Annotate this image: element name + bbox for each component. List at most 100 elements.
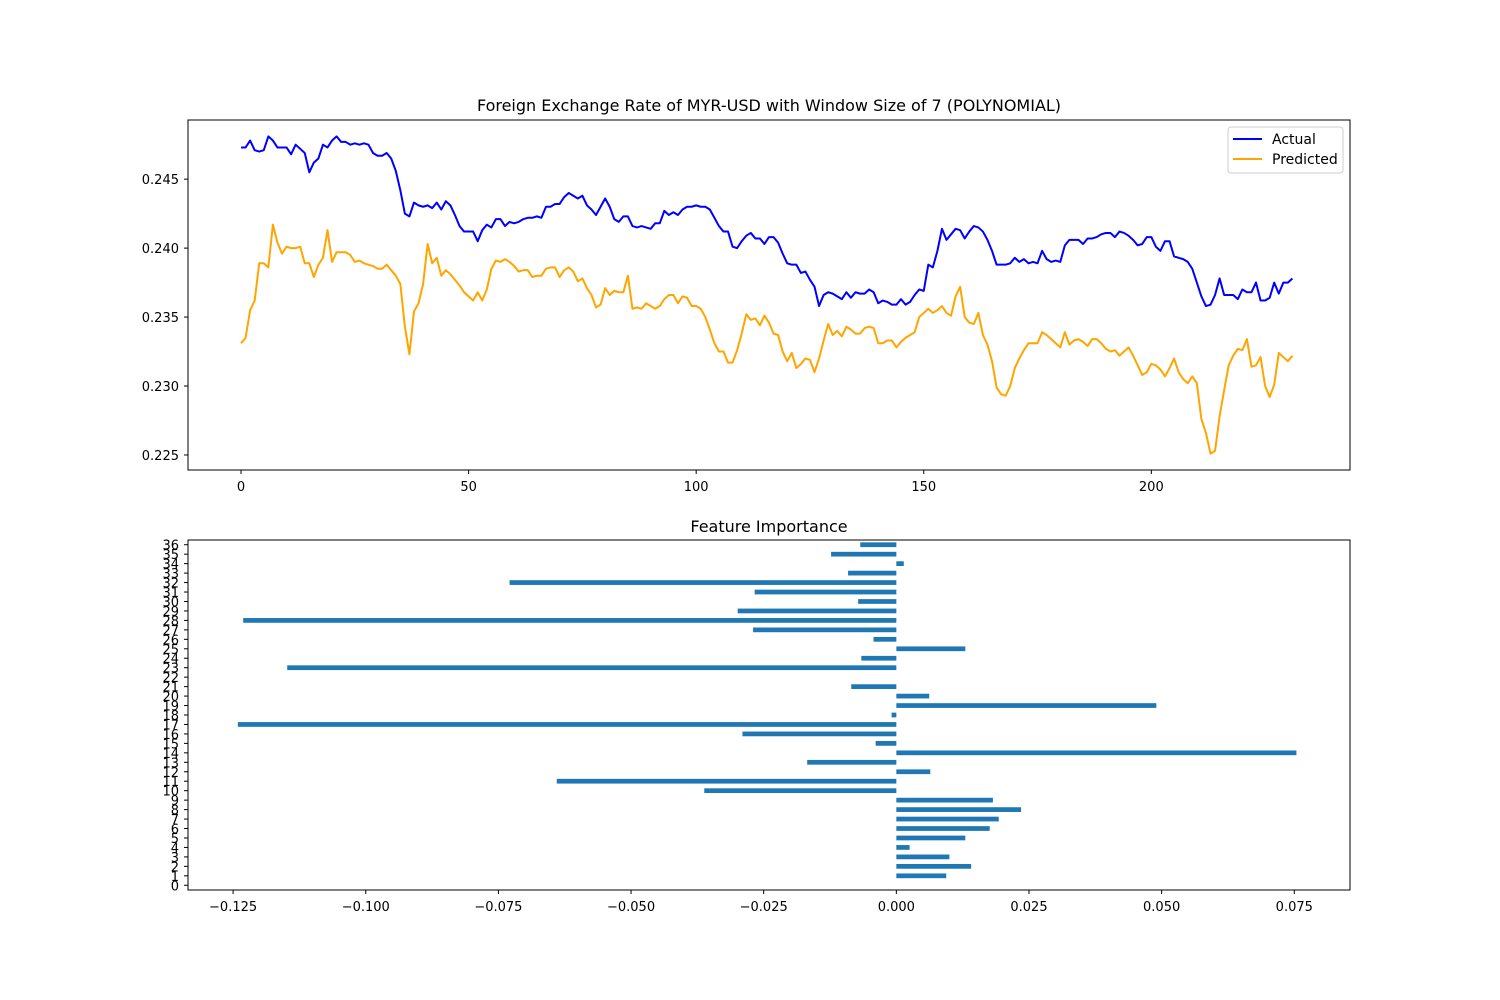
- x-tick-label: −0.025: [740, 900, 788, 915]
- exchange-rate-legend: Actual Predicted: [1227, 126, 1344, 174]
- y-tick-label: 32: [162, 577, 179, 592]
- y-tick-label: 13: [162, 756, 179, 771]
- series-line-actual: [241, 135, 1294, 308]
- x-tick-label: 0.000: [878, 900, 915, 915]
- y-tick-label: 12: [162, 766, 179, 781]
- legend-label-actual: Actual: [1272, 132, 1316, 148]
- bar-feature-11: [556, 778, 897, 784]
- y-tick-label: 10: [162, 785, 179, 800]
- feature-importance-chart: Feature Importance −0.125 −0.100 −0.075 −0.…: [162, 517, 1351, 915]
- x-tick-label: 0.075: [1276, 900, 1313, 915]
- y-tick-label: 30: [162, 595, 179, 610]
- y-tick-label: 2: [171, 860, 179, 875]
- y-tick-label: 21: [162, 681, 179, 696]
- bar-feature-8: [896, 807, 1022, 812]
- y-tick-label: 23: [162, 662, 179, 677]
- feature-importance-plot-frame: [187, 539, 1351, 891]
- y-tick-label: 0.245: [142, 173, 179, 188]
- x-tick-label: 50: [460, 480, 477, 495]
- y-tick-label: 35: [162, 548, 179, 563]
- bar-feature-20: [896, 693, 930, 699]
- exchange-rate-plot-frame: [187, 119, 1351, 471]
- y-tick-label: 28: [162, 614, 179, 629]
- y-tick-label: 33: [162, 567, 179, 582]
- y-tick-label: 24: [162, 652, 179, 667]
- y-tick-label: 9: [171, 794, 179, 809]
- y-tick-label: 0.235: [142, 311, 179, 326]
- bar-feature-6: [896, 826, 990, 831]
- y-tick-label: 4: [171, 841, 179, 856]
- bar-feature-13: [807, 759, 897, 765]
- bar-feature-7: [896, 816, 999, 822]
- bar-feature-34: [896, 561, 904, 567]
- y-tick-label: 25: [162, 643, 179, 658]
- y-tick-label: 17: [162, 718, 179, 733]
- bar-feature-29: [737, 608, 897, 614]
- y-tick-label: 19: [162, 700, 179, 715]
- bar-feature-3: [896, 854, 950, 860]
- x-tick-label: −0.100: [342, 900, 390, 915]
- y-tick-label: 0.225: [142, 449, 179, 464]
- bar-feature-30: [858, 599, 897, 604]
- y-tick-label: 15: [162, 737, 179, 752]
- x-tick-label: 0: [237, 480, 245, 495]
- x-tick-label: 0.025: [1010, 900, 1047, 915]
- bar-feature-17: [237, 722, 897, 727]
- feature-importance-chart-title: Feature Importance: [690, 517, 847, 536]
- y-tick-label: 20: [162, 690, 179, 705]
- y-tick-label: 0: [171, 879, 179, 894]
- y-tick-label: 6: [171, 823, 179, 838]
- y-tick-label: 11: [162, 775, 179, 790]
- bar-feature-4: [896, 845, 910, 850]
- y-tick-label: 26: [162, 633, 179, 648]
- exchange-rate-axis-ticks: 0 50 100 150 200 0.225 0.230 0.235 0.240 0.245: [142, 173, 1164, 495]
- y-tick-label: 16: [162, 728, 179, 743]
- bar-feature-27: [753, 627, 897, 633]
- bar-feature-1: [896, 873, 947, 879]
- y-tick-label: 36: [162, 539, 179, 554]
- legend-label-predicted: Predicted: [1272, 152, 1338, 168]
- y-tick-label: 27: [162, 624, 179, 639]
- y-tick-label: 29: [162, 605, 179, 620]
- bar-feature-21: [851, 684, 897, 689]
- bar-feature-19: [896, 703, 1157, 708]
- bar-feature-33: [848, 570, 897, 576]
- bar-feature-24: [861, 655, 897, 661]
- feature-importance-axis-ticks: −0.125 −0.100 −0.075 −0.050 −0.025 0.000 0.025…: [162, 539, 1312, 915]
- y-tick-label: 0.230: [142, 380, 179, 395]
- y-tick-label: 8: [171, 804, 179, 819]
- bar-feature-12: [896, 769, 931, 775]
- bar-feature-9: [896, 797, 993, 803]
- y-tick-label: 1: [171, 870, 179, 885]
- x-tick-label: −0.125: [209, 900, 257, 915]
- exchange-rate-chart-title: Foreign Exchange Rate of MYR-USD with Wi…: [477, 96, 1061, 115]
- bar-feature-32: [509, 580, 897, 585]
- x-tick-label: −0.050: [607, 900, 655, 915]
- x-tick-label: 100: [684, 480, 709, 495]
- bar-feature-28: [243, 618, 897, 623]
- exchange-rate-series-group: [240, 135, 1294, 455]
- x-tick-label: −0.075: [474, 900, 522, 915]
- y-tick-label: 31: [162, 586, 179, 601]
- x-tick-label: 150: [911, 480, 936, 495]
- x-tick-label: 0.050: [1143, 900, 1180, 915]
- bar-feature-23: [287, 665, 897, 671]
- bar-feature-14: [896, 750, 1297, 756]
- y-tick-label: 0.240: [142, 242, 179, 257]
- bar-feature-26: [873, 636, 897, 642]
- bar-feature-16: [742, 731, 897, 737]
- bar-feature-36: [860, 542, 897, 548]
- bar-feature-15: [875, 741, 897, 746]
- x-tick-label: 200: [1139, 480, 1164, 495]
- bar-feature-2: [896, 863, 972, 869]
- y-tick-label: 5: [171, 832, 179, 847]
- exchange-rate-chart: Foreign Exchange Rate of MYR-USD with Wi…: [142, 96, 1351, 495]
- bar-feature-10: [704, 788, 897, 794]
- y-tick-label: 7: [171, 813, 179, 828]
- y-tick-label: 22: [162, 671, 179, 686]
- feature-importance-bars: [237, 542, 1297, 879]
- y-tick-label: 3: [171, 851, 179, 866]
- y-tick-label: 18: [162, 709, 179, 724]
- series-line-predicted: [240, 223, 1294, 455]
